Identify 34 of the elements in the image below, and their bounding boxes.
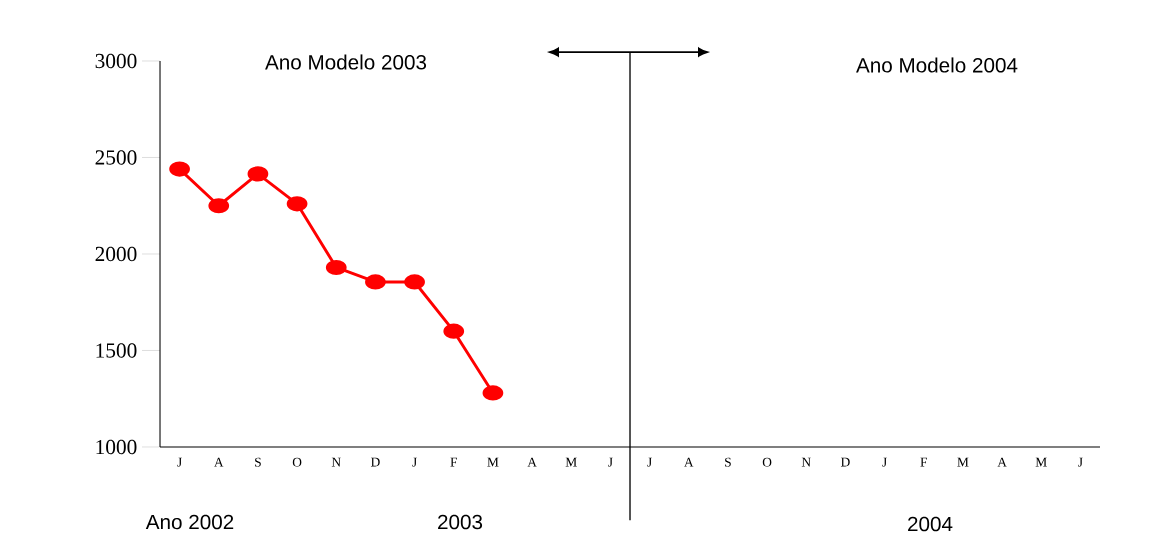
x-tick-label: M: [565, 457, 577, 467]
x-tick-label: A: [527, 457, 537, 467]
x-tick-label: F: [450, 457, 457, 467]
x-tick-label: O: [292, 457, 302, 467]
x-tick-label: J: [882, 457, 887, 467]
x-tick-label: M: [487, 457, 499, 467]
x-tick-label: M: [957, 457, 969, 467]
x-tick-label: J: [608, 457, 613, 467]
x-tick-label: D: [370, 457, 380, 467]
x-tick-label: J: [1078, 457, 1083, 467]
y-tick-label: 3000: [95, 53, 137, 69]
text: Ano 2002: [145, 514, 234, 530]
annotation: Ano Modelo 2003: [265, 54, 427, 70]
x-tick-label: J: [412, 457, 417, 467]
y-tick-label: 2500: [95, 150, 137, 165]
x-tick-label: J: [177, 457, 182, 467]
x-tick-label: J: [647, 457, 652, 467]
x-tick-label: O: [762, 457, 772, 467]
text: 2003: [438, 514, 483, 530]
y-tick-label: 1500: [96, 343, 137, 358]
x-tick-label: S: [255, 457, 261, 467]
x-tick-label: S: [725, 457, 731, 467]
y-tick-label: 2000: [95, 246, 137, 262]
x-tick-label: N: [331, 457, 341, 467]
x-tick-label: N: [801, 457, 811, 467]
x-tick-label: F: [920, 457, 927, 467]
text: 2004: [908, 516, 953, 532]
x-tick-label: M: [1035, 457, 1047, 467]
x-tick-label: D: [840, 457, 850, 467]
y-tick-label: 1000: [96, 439, 137, 455]
annotation: Ano Modelo 2004: [856, 57, 1018, 73]
x-tick-label: A: [997, 457, 1007, 467]
x-tick-label: A: [684, 457, 694, 467]
x-tick-label: A: [214, 457, 224, 467]
